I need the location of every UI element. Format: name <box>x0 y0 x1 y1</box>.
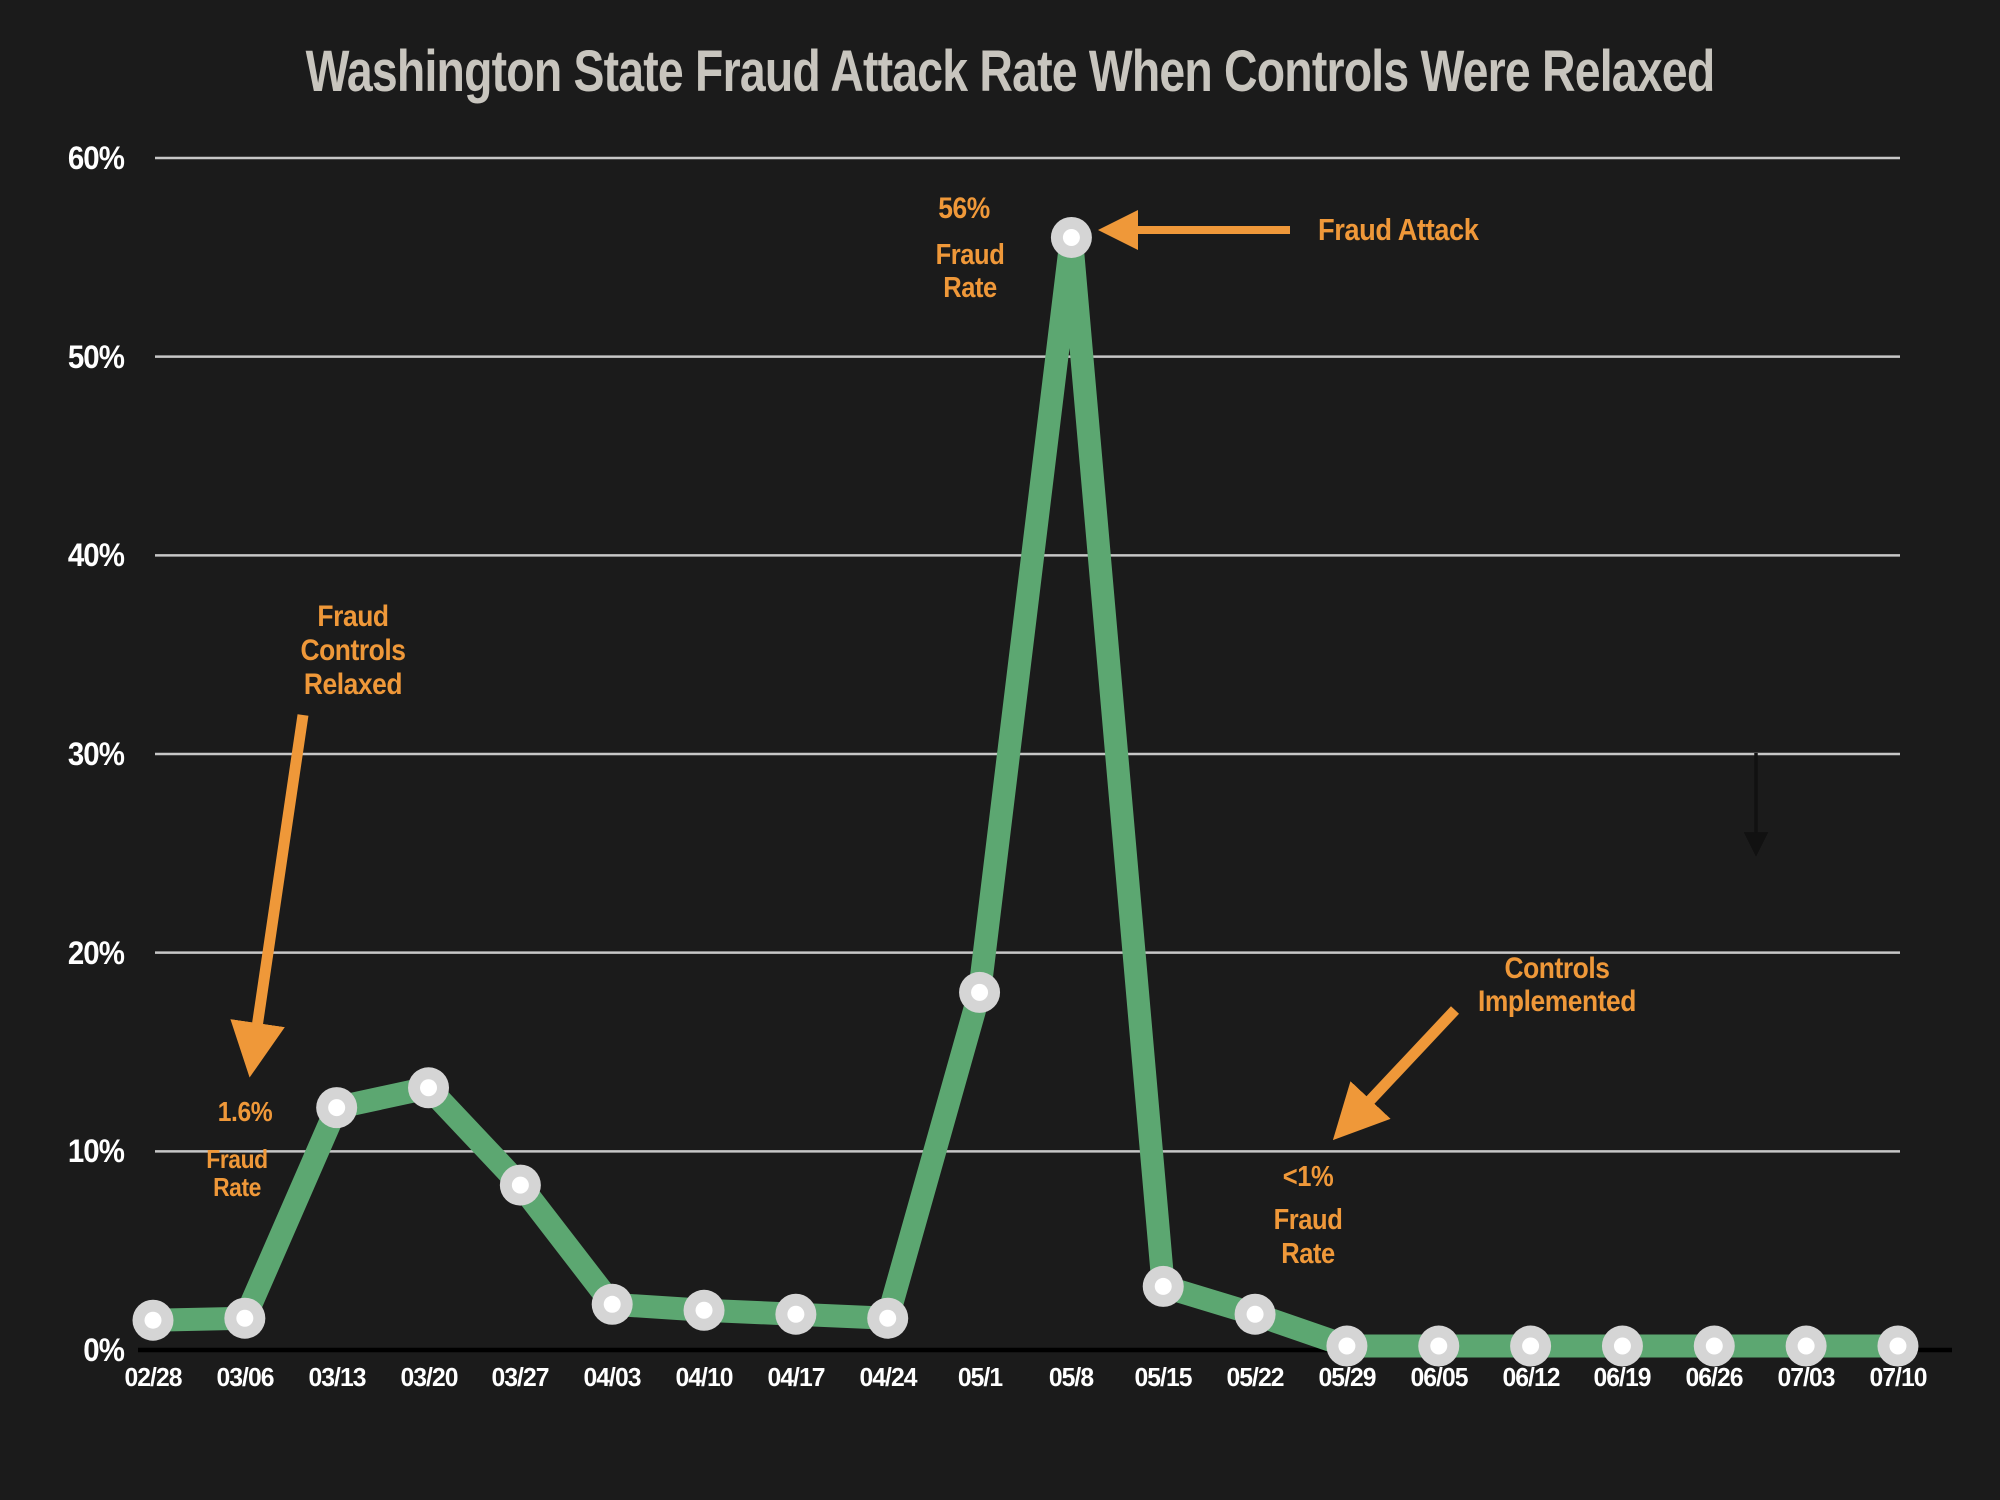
annotation-line: Implemented <box>1477 985 1636 1018</box>
x-axis-label: 04/10 <box>675 1362 733 1392</box>
x-axis-label: 04/24 <box>859 1362 917 1392</box>
data-point-center <box>144 1311 162 1329</box>
x-axis-label: 03/27 <box>491 1362 550 1392</box>
annotation-line: Fraud <box>206 1144 268 1174</box>
annotation-rate-before-label: Fraud Rate <box>175 1145 298 1201</box>
data-point-center <box>1246 1305 1264 1323</box>
annotation-line: Rate <box>213 1172 261 1202</box>
gridlines <box>138 156 1952 1353</box>
controls-relaxed-arrow <box>230 714 309 1078</box>
data-point-center <box>971 983 989 1001</box>
annotation-line: Rate <box>1281 1238 1335 1270</box>
controls-implemented-arrow <box>1332 1006 1460 1141</box>
fraud-rate-line <box>152 225 1898 1358</box>
y-axis-label: 50% <box>67 338 125 375</box>
data-point-center <box>420 1079 438 1097</box>
annotation-line: Rate <box>943 272 997 304</box>
data-point-center <box>328 1099 346 1117</box>
data-point-center <box>787 1305 805 1323</box>
annotation-controls-implemented: Controls Implemented <box>1425 952 1689 1018</box>
data-point-center <box>511 1176 529 1194</box>
y-axis-label: 30% <box>67 736 125 772</box>
annotation-controls-relaxed: Fraud Controls Relaxed <box>239 600 468 702</box>
data-point-center <box>695 1301 713 1319</box>
x-axis-label: 03/06 <box>216 1362 274 1392</box>
annotation-line: Relaxed <box>303 668 403 701</box>
annotation-line: Fraud <box>317 600 389 633</box>
y-axis-label: 0% <box>83 1332 125 1368</box>
x-axis-label: 05/1 <box>957 1362 1002 1392</box>
data-point-center <box>1430 1337 1448 1355</box>
data-point-center <box>1889 1337 1907 1355</box>
annotation-fraud-attack: Fraud Attack <box>1318 212 1479 247</box>
x-axis-label: 02/28 <box>124 1362 182 1392</box>
data-point-center <box>1522 1337 1540 1355</box>
x-axis-label: 06/05 <box>1410 1362 1468 1392</box>
x-axis-label: 03/13 <box>308 1362 366 1392</box>
y-axis-label: 40% <box>67 537 125 574</box>
x-axis-label: 07/10 <box>1869 1362 1927 1392</box>
annotation-line: Controls <box>300 634 406 667</box>
data-point-center <box>1705 1337 1723 1355</box>
annotation-peak-value: 56% <box>938 192 990 225</box>
x-axis-label: 06/26 <box>1685 1362 1744 1392</box>
x-axis-label: 07/03 <box>1777 1362 1836 1392</box>
annotation-rate-after-label: Fraud Rate <box>1246 1203 1369 1271</box>
annotation-rate-before-value: 1.6% <box>217 1096 273 1127</box>
x-axis-label: 04/17 <box>767 1362 825 1392</box>
y-axis-label: 20% <box>67 934 125 971</box>
data-point-center <box>1154 1277 1172 1295</box>
data-point-center <box>1797 1337 1815 1355</box>
annotation-rate-after-value: <1% <box>1282 1161 1334 1193</box>
annotation-line: Fraud <box>1273 1204 1343 1236</box>
x-axis-label: 06/12 <box>1502 1362 1560 1392</box>
chart-title: Washington State Fraud Attack Rate When … <box>305 39 1716 104</box>
line-series <box>132 216 1919 1367</box>
annotation-peak-label: Fraud Rate <box>908 239 1031 305</box>
data-point-center <box>1338 1337 1356 1355</box>
y-axis-label: 60% <box>67 140 125 176</box>
data-point-center <box>603 1295 621 1313</box>
x-axis-label: 05/22 <box>1226 1362 1285 1392</box>
x-axis-label: 04/03 <box>583 1362 642 1392</box>
data-point-center <box>1613 1337 1631 1355</box>
data-point-center <box>236 1309 254 1327</box>
x-axis-label: 06/19 <box>1593 1362 1652 1392</box>
annotation-arrows <box>230 210 1769 1141</box>
x-axis-label: 03/20 <box>399 1362 458 1392</box>
y-axis-label: 10% <box>67 1133 125 1170</box>
data-point-center <box>879 1309 897 1327</box>
x-axis-label: 05/8 <box>1049 1362 1094 1392</box>
x-axis-label: 05/29 <box>1318 1362 1376 1392</box>
annotation-line: Fraud <box>935 239 1005 271</box>
annotation-line: Controls <box>1504 952 1610 985</box>
data-point-center <box>1062 228 1080 246</box>
x-axis-label: 05/15 <box>1134 1362 1193 1392</box>
